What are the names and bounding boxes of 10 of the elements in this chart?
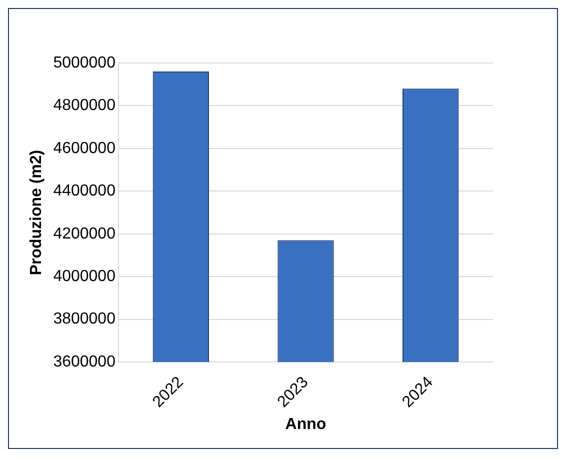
x-axis-title: Anno [285,416,326,433]
y-axis-title: Produzione (m2) [28,150,46,276]
y-tick-label: 4600000 [53,140,116,157]
y-tick-label: 5000000 [53,54,116,72]
y-tick-label: 3800000 [53,310,116,328]
y-tick-label: 4200000 [53,225,116,242]
y-tick-label: 4000000 [53,268,116,286]
y-tick-label: 3600000 [53,353,116,370]
y-tick-label: 4800000 [53,97,116,114]
y-tick-label: 4400000 [53,182,116,200]
